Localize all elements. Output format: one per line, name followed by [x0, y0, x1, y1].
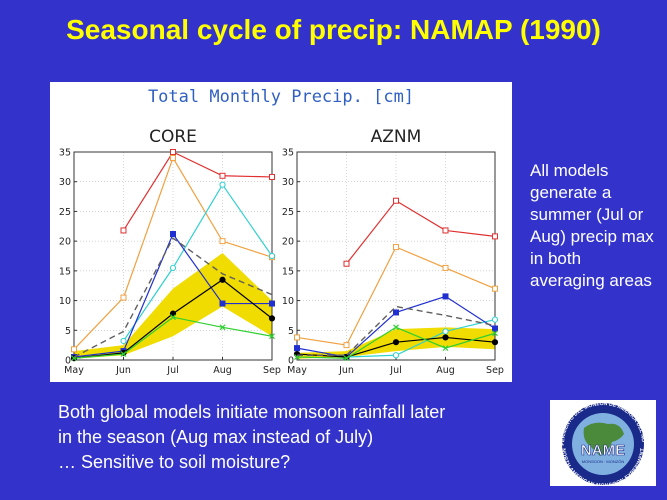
x-tick-label: Jul: [389, 365, 401, 376]
data-point-black: [491, 339, 499, 346]
data-point-red: [120, 227, 127, 234]
slide-title: Seasonal cycle of precip: NAMAP (1990): [66, 14, 601, 45]
data-point-cyan: [442, 328, 449, 335]
y-tick-label: 0: [65, 356, 71, 367]
series-line-red: [346, 199, 496, 265]
data-point-cyan: [491, 316, 499, 323]
data-point-orange: [492, 285, 498, 292]
y-tick-label: 0: [288, 356, 294, 367]
chart-title: Total Monthly Precip. [cm]: [148, 87, 414, 107]
data-point-red: [442, 227, 449, 234]
y-tick-label: 25: [282, 207, 294, 218]
precip-chart: Total Monthly Precip. [cm] CORE 0 5 10 15 20 25…: [59, 87, 504, 376]
data-point-cyan: [219, 181, 226, 188]
y-tick-label: 30: [282, 177, 294, 188]
series-line-red: [122, 151, 273, 231]
data-point-green: [120, 351, 127, 357]
x-tick-label: May: [64, 365, 84, 376]
data-point-orange: [219, 238, 226, 245]
x-tick-label: Jun: [338, 365, 354, 376]
data-point-cyan: [169, 264, 177, 271]
data-point-red: [492, 233, 498, 240]
data-point-green: [393, 324, 399, 331]
x-tick-label: Jun: [115, 365, 131, 376]
y-tick-label: 25: [59, 207, 71, 218]
series-line-cyan: [123, 183, 273, 342]
x-tick-label: Jul: [166, 365, 178, 376]
data-point-blue: [492, 325, 498, 332]
data-point-green: [343, 355, 350, 362]
data-point-blue: [442, 293, 449, 300]
bottom-line-2: in the season (Aug max instead of July): [58, 427, 374, 447]
data-point-black: [169, 310, 177, 317]
data-point-black: [268, 315, 276, 322]
name-logo: EXPERIMENTO DEL MONZÓN DE AMÉRICA DEL NO…: [550, 400, 656, 486]
y-tick-label: 10: [59, 296, 71, 307]
y-tick-label: 5: [65, 326, 71, 337]
data-point-green: [442, 345, 449, 352]
y-tick-label: 35: [59, 148, 71, 159]
bottom-line-1: Both global models initiate monsoon rain…: [58, 402, 446, 422]
data-point-green: [170, 314, 176, 321]
panel-aznm: AZNM 0 5 10 15 20 25 30 35 May Jun Jul Aug Sep: [282, 127, 504, 376]
data-point-orange: [343, 342, 350, 349]
y-tick-label: 15: [59, 266, 71, 277]
data-point-blue: [393, 309, 399, 316]
x-tick-label: Sep: [486, 365, 504, 376]
x-tick-label: Aug: [213, 365, 232, 376]
x-tick-label: May: [287, 365, 307, 376]
series-line-cyan: [346, 319, 496, 358]
data-point-blue: [269, 300, 275, 307]
data-point-cyan: [392, 352, 400, 359]
logo-continent: [583, 422, 624, 456]
data-point-red: [343, 260, 350, 267]
data-point-blue: [170, 231, 176, 238]
data-point-cyan: [120, 337, 127, 345]
data-point-red: [393, 197, 399, 204]
data-point-orange: [120, 294, 127, 301]
data-point-black: [392, 339, 400, 346]
series-line-dashed: [297, 305, 496, 356]
side-note: All models generate a summer (Jul or Aug…: [530, 161, 654, 290]
data-point-green: [219, 324, 226, 331]
data-point-red: [269, 173, 275, 180]
logo-center: NAME: [581, 442, 625, 459]
data-point-orange: [294, 334, 300, 341]
x-tick-label: Aug: [436, 365, 455, 376]
data-point-red: [170, 149, 176, 155]
precip-figure: Total Monthly Precip. [cm] CORE 0 5 10 15 20 25…: [50, 82, 512, 382]
panel-core: CORE 0 5 10 15 20 25 30 35 May Jun Jul Aug Sep: [59, 127, 281, 376]
panel-title: AZNM: [371, 127, 422, 147]
data-point-blue: [294, 345, 300, 352]
data-point-orange: [442, 264, 449, 271]
series-line-dashed: [73, 237, 273, 358]
logo-small: MONSOON · MONZÓN: [582, 459, 625, 464]
bottom-line-3: … Sensitive to soil moisture?: [58, 452, 291, 472]
data-point-orange: [393, 244, 399, 251]
y-tick-label: 35: [282, 148, 294, 159]
bottom-text: Both global models initiate monsoon rain…: [58, 400, 538, 475]
data-point-black: [442, 334, 449, 341]
data-point-green: [492, 330, 498, 337]
y-tick-label: 15: [282, 266, 294, 277]
data-point-orange: [170, 154, 176, 161]
y-tick-label: 10: [282, 296, 294, 307]
data-point-orange: [71, 346, 77, 353]
name-logo-graphic: EXPERIMENTO DEL MONZÓN DE AMÉRICA DEL NO…: [550, 400, 646, 486]
panel-title: CORE: [149, 127, 197, 147]
data-point-cyan: [268, 252, 276, 260]
y-tick-label: 20: [282, 237, 294, 248]
y-tick-label: 5: [288, 326, 294, 337]
data-point-black: [219, 276, 226, 283]
data-point-blue: [219, 300, 226, 307]
x-tick-label: Sep: [263, 365, 281, 376]
data-point-green: [269, 333, 275, 340]
y-tick-label: 30: [59, 177, 71, 188]
data-point-red: [219, 172, 226, 179]
y-tick-label: 20: [59, 237, 71, 248]
